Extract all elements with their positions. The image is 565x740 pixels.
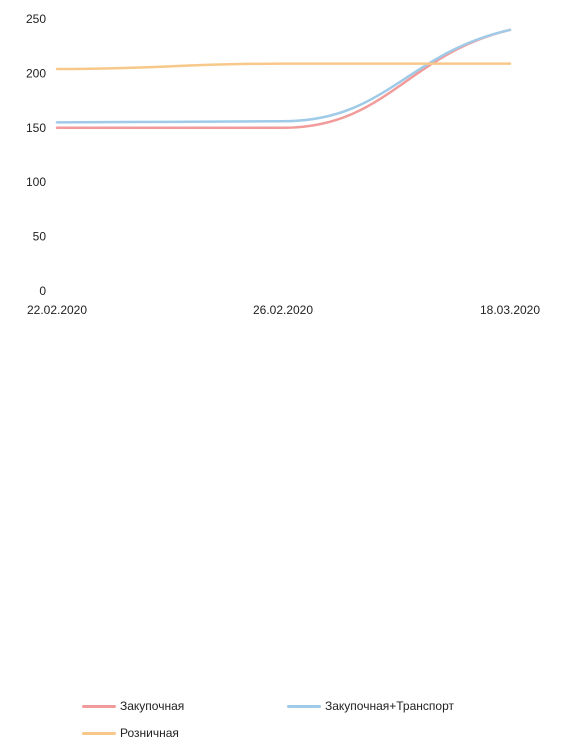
y-tick-label: 100 [26, 175, 46, 189]
x-axis-ticks: 22.02.2020 26.02.2020 18.03.2020 [27, 303, 540, 317]
y-tick-label: 0 [39, 284, 46, 298]
y-tick-label: 150 [26, 121, 46, 135]
legend-swatch [82, 731, 116, 735]
series-lines [55, 28, 512, 130]
series-line-0 [55, 28, 512, 130]
legend-swatch [82, 704, 116, 708]
series-line-1 [55, 28, 512, 124]
series-line-2 [55, 62, 512, 71]
y-axis-ticks: 0 50 100 150 200 250 [26, 12, 46, 298]
legend-item-roznichnaya: Розничная [82, 726, 179, 740]
x-tick-label: 22.02.2020 [27, 303, 87, 317]
x-tick-label: 18.03.2020 [480, 303, 540, 317]
legend-swatch [287, 704, 321, 708]
legend-item-zakupochnaya-transport: Закупочная+Транспорт [287, 699, 454, 713]
legend-label: Розничная [120, 726, 179, 740]
legend-label: Закупочная [120, 699, 185, 713]
y-tick-label: 50 [33, 230, 47, 244]
y-tick-label: 250 [26, 12, 46, 26]
y-tick-label: 200 [26, 66, 46, 80]
legend-label: Закупочная+Транспорт [325, 699, 454, 713]
chart: 0 50 100 150 200 250 22.02.2020 26.02.2020 18.0… [26, 12, 540, 740]
line-chart: 0 50 100 150 200 250 22.02.2020 26.02.2020 18.0… [26, 12, 540, 317]
x-tick-label: 26.02.2020 [253, 303, 313, 317]
legend-item-zakupochnaya: Закупочная [82, 699, 184, 713]
